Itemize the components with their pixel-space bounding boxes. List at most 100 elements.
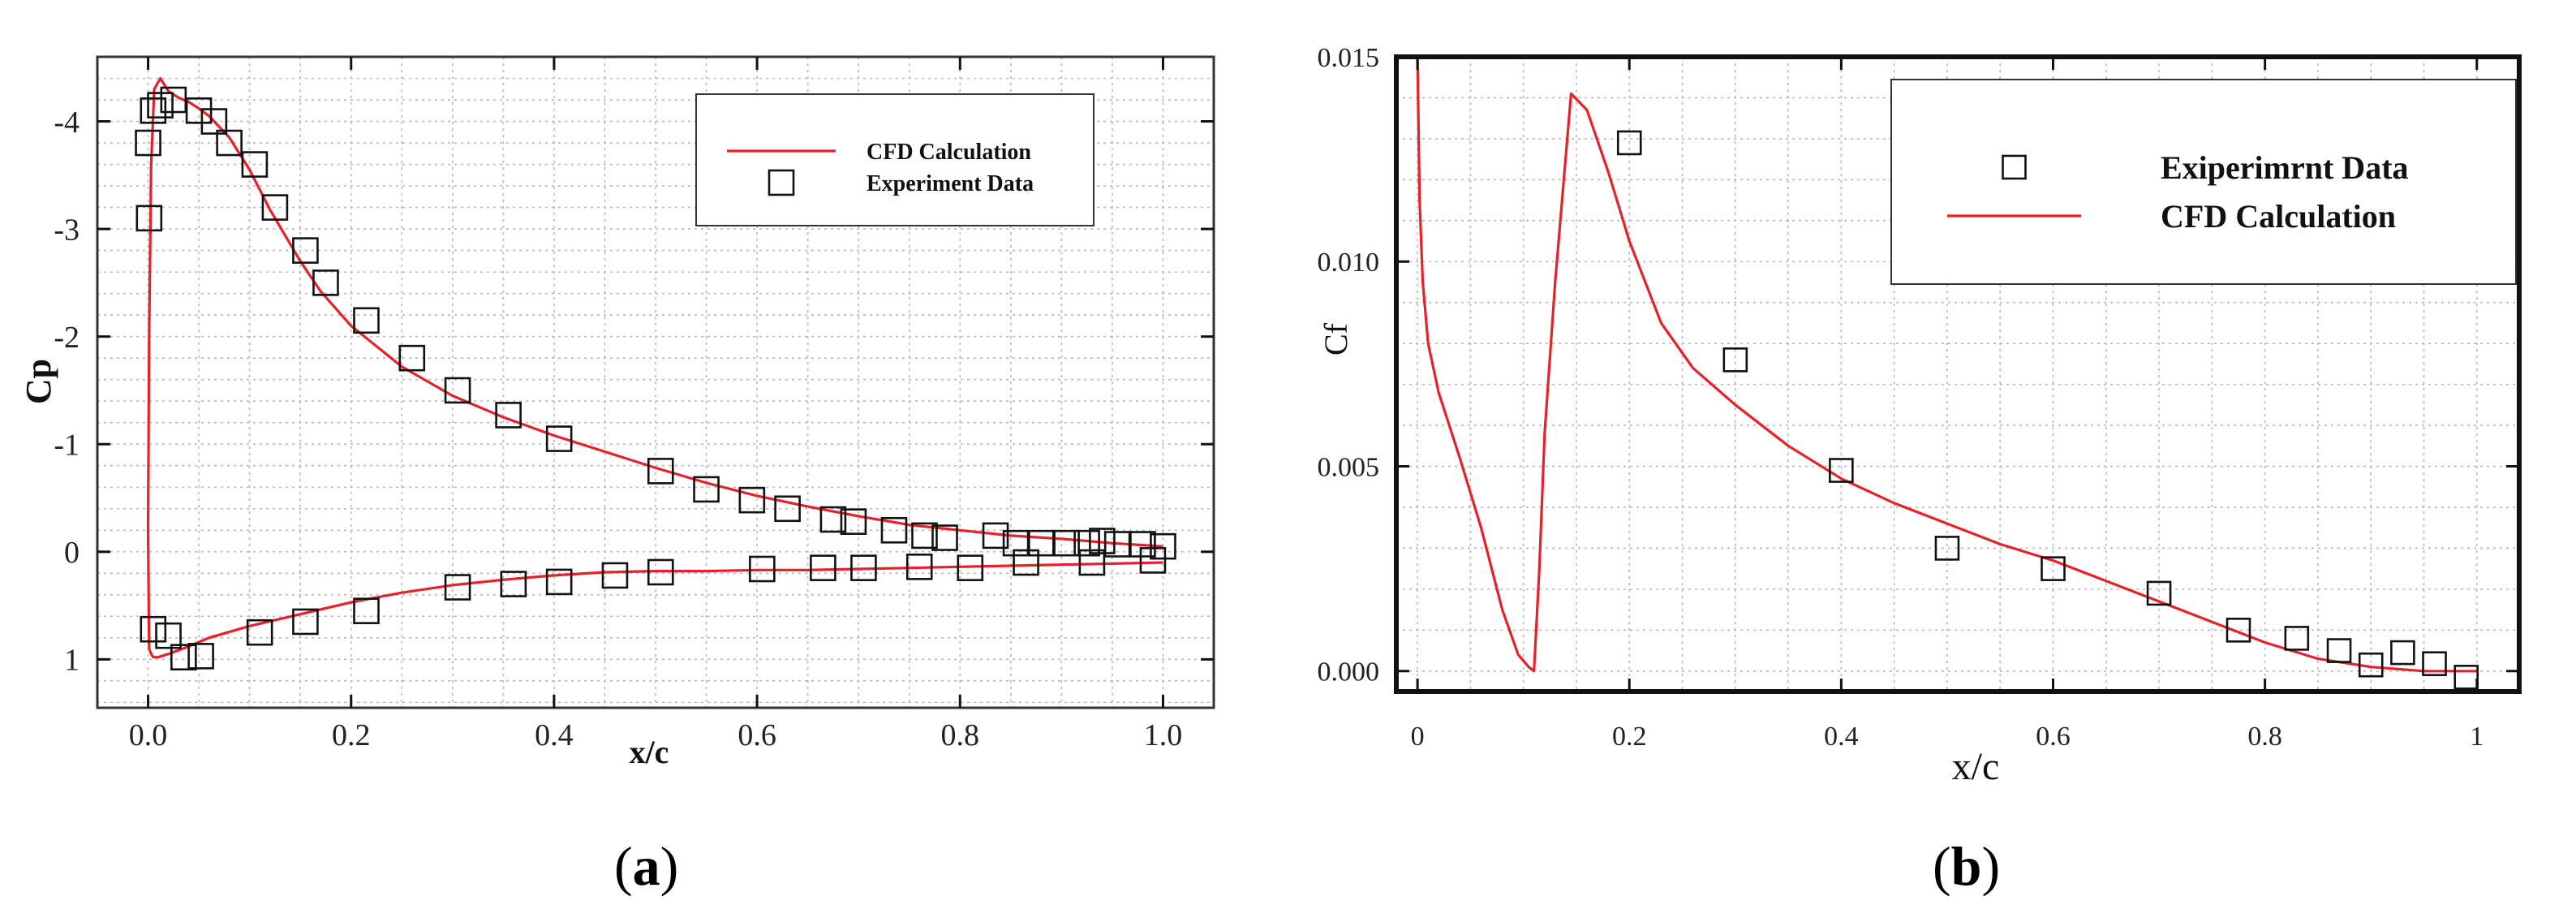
data-point-square — [1089, 528, 1116, 554]
data-point-square — [261, 194, 289, 221]
y-axis: -4 -3 -2 -1 0 1 — [54, 106, 1214, 678]
y-axis: 0.000 0.005 0.010 0.015 — [1318, 43, 2519, 687]
plot-frame — [96, 55, 1215, 709]
y-tick-label: 1 — [64, 644, 80, 678]
x-axis-label: x/c — [630, 734, 669, 770]
x-tick-label: 0.6 — [2036, 722, 2071, 752]
data-point-square — [353, 597, 380, 624]
data-point-square — [957, 554, 984, 581]
data-point-square — [647, 558, 674, 586]
data-point-square — [1722, 347, 1748, 373]
data-point-square — [749, 555, 776, 583]
y-tick-label: 0.005 — [1318, 452, 1380, 482]
panel-label-letter: a — [633, 835, 660, 897]
x-tick-label: 0.2 — [1612, 722, 1647, 752]
y-tick-label: 0.015 — [1318, 43, 1380, 73]
data-point-square — [647, 458, 674, 485]
data-point-square — [1829, 458, 1854, 483]
panel-label-paren: ) — [660, 835, 679, 897]
legend-label: CFD Calculation — [2161, 198, 2396, 235]
y-tick-label: -4 — [54, 106, 80, 140]
data-point-square — [738, 486, 766, 514]
data-point-square — [312, 269, 339, 296]
data-point-square — [693, 476, 720, 503]
data-point-square — [2041, 556, 2066, 581]
data-point-square — [241, 151, 269, 178]
legend-box — [695, 93, 1094, 226]
data-point-square — [135, 129, 161, 157]
data-point-square — [2422, 651, 2447, 676]
y-tick-label: -2 — [54, 321, 80, 355]
legend-box — [1890, 79, 2517, 285]
x-axis: 0 0.2 0.4 0.6 0.8 1 — [1411, 57, 2484, 752]
data-point-square — [2453, 665, 2479, 690]
plot-frame — [1394, 54, 2522, 694]
data-point-square — [216, 129, 243, 157]
y-tick-label: -1 — [54, 429, 80, 463]
series-experiment-data — [1616, 130, 2479, 690]
data-point-square — [1073, 529, 1100, 557]
x-tick-label: 1.0 — [1144, 718, 1183, 752]
data-point-square — [2358, 652, 2384, 678]
data-point-square — [905, 554, 933, 580]
panel-label-paren: ( — [614, 835, 633, 897]
series-line-cfd-calculation — [146, 76, 1163, 659]
chart-panel-b: 0 0.2 0.4 0.6 0.8 1 0.000 0.005 0.010 0.015 x/c Cf E… — [1318, 43, 2522, 897]
series-line-cfd-calculation — [1416, 57, 2477, 673]
panel-label: (b) — [1933, 835, 2000, 897]
x-tick-label: 0.6 — [738, 718, 776, 752]
chart-panel-a: 0.0 0.2 0.4 0.6 0.8 1.0 -4 -3 -2 -1 0 1 x/c Cp CFD Cal… — [19, 55, 1215, 897]
data-point-square — [850, 554, 877, 581]
data-point-square — [1616, 130, 1642, 156]
data-point-square — [1150, 532, 1176, 560]
legend-label: CFD Calculation — [867, 140, 1031, 165]
data-point-square — [246, 618, 273, 646]
x-tick-label: 0.4 — [1824, 722, 1859, 752]
data-point-square — [880, 516, 908, 544]
data-point-square — [1078, 549, 1106, 576]
data-point-square — [2146, 580, 2172, 606]
y-axis-label: Cp — [19, 359, 58, 404]
data-point-square — [135, 205, 163, 232]
data-point-square — [982, 522, 1009, 550]
data-point-square — [155, 622, 182, 649]
x-tick-label: 0.2 — [332, 718, 371, 752]
legend: Exiperimrnt Data CFD Calculation — [1890, 79, 2517, 285]
data-point-square — [819, 506, 847, 533]
x-tick-label: 0.4 — [535, 718, 574, 752]
y-tick-label: 0.000 — [1318, 657, 1380, 687]
data-point-square — [200, 108, 228, 135]
data-point-square — [495, 402, 522, 429]
data-point-square — [187, 643, 214, 670]
y-axis-label: Cf — [1318, 322, 1354, 356]
data-point-square — [444, 574, 471, 601]
data-point-square — [398, 344, 426, 372]
legend-label: Experiment Data — [867, 171, 1034, 196]
x-tick-label: 0 — [1411, 722, 1425, 752]
legend-swatch-square — [768, 169, 795, 196]
legend-label: Exiperimrnt Data — [2161, 149, 2409, 186]
panel-label: (a) — [614, 835, 678, 897]
data-point-square — [1129, 531, 1156, 558]
y-tick-label: -3 — [54, 213, 80, 247]
data-point-square — [140, 97, 167, 124]
x-axis: 0.0 0.2 0.4 0.6 0.8 1.0 — [129, 57, 1182, 752]
data-point-square — [545, 425, 573, 452]
data-point-square — [2390, 640, 2415, 666]
data-point-square — [170, 644, 197, 670]
data-point-square — [1934, 536, 1960, 561]
data-point-square — [774, 495, 801, 523]
data-point-square — [292, 608, 319, 636]
legend-swatch-square — [2002, 154, 2027, 180]
data-point-square — [185, 97, 213, 124]
x-tick-label: 0.0 — [129, 718, 168, 752]
x-tick-label: 1 — [2470, 722, 2484, 752]
data-point-square — [500, 571, 527, 597]
panel-label-letter: b — [1951, 835, 1982, 897]
data-point-square — [810, 554, 836, 581]
data-point-square — [2226, 618, 2251, 643]
series-experiment-data — [135, 86, 1176, 670]
data-point-square — [931, 524, 958, 551]
data-point-square — [2284, 626, 2310, 651]
